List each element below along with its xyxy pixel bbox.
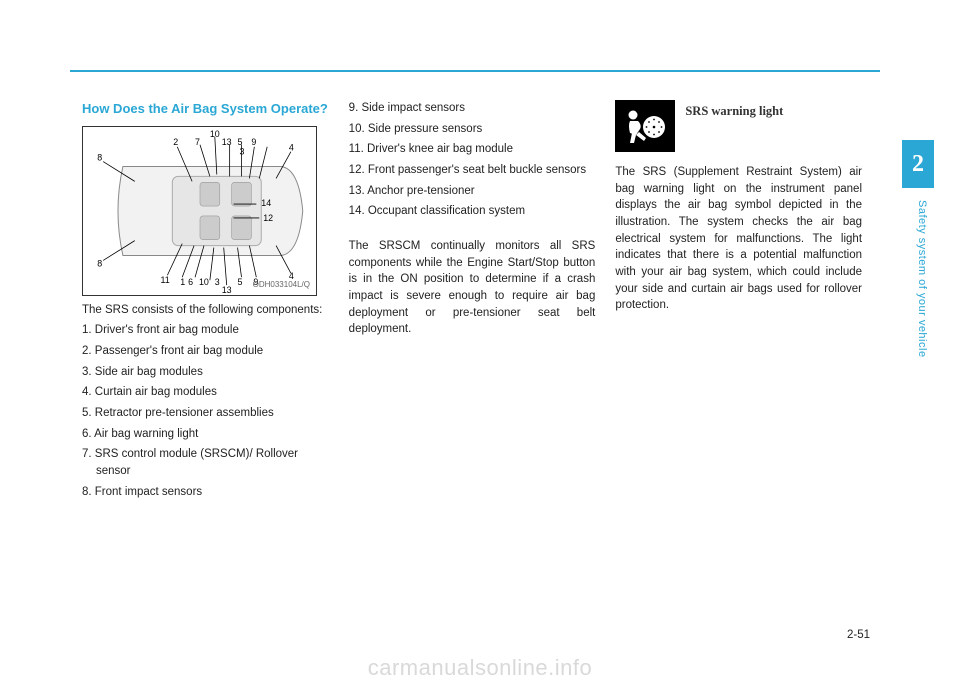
svg-text:3: 3 bbox=[215, 277, 220, 287]
list-item: 13. Anchor pre-tensioner bbox=[349, 183, 596, 200]
svg-text:8: 8 bbox=[97, 152, 102, 162]
list-item: 5. Retractor pre-tensioner assemblies bbox=[82, 405, 329, 422]
svg-text:13: 13 bbox=[222, 136, 232, 146]
svg-text:10: 10 bbox=[199, 277, 209, 287]
list-item: 12. Front passenger's seat belt buckle s… bbox=[349, 162, 596, 179]
list-item: 10. Side pressure sensors bbox=[349, 121, 596, 138]
content-area: How Does the Air Bag System Operate? bbox=[82, 100, 862, 504]
list-item: 8. Front impact sensors bbox=[82, 484, 329, 501]
page-number: 2-51 bbox=[847, 629, 870, 641]
srscm-paragraph: The SRSCM continually monitors all SRS c… bbox=[349, 238, 596, 338]
srs-warning-block: SRS warning light bbox=[615, 100, 862, 152]
chapter-title-vertical: Safety system of your vehicle bbox=[910, 200, 928, 358]
list-item: 2. Passenger's front air bag module bbox=[82, 343, 329, 360]
svg-text:11: 11 bbox=[160, 275, 169, 285]
svg-text:1: 1 bbox=[180, 277, 185, 287]
column-1: How Does the Air Bag System Operate? bbox=[82, 100, 329, 504]
list-item: 11. Driver's knee air bag module bbox=[349, 141, 596, 158]
svg-text:5: 5 bbox=[238, 136, 243, 146]
column-3: SRS warning light The SRS (Supplement Re… bbox=[615, 100, 862, 504]
watermark: carmanualsonline.info bbox=[0, 655, 960, 681]
airbag-warning-icon bbox=[615, 100, 675, 152]
svg-text:5: 5 bbox=[238, 277, 243, 287]
svg-text:13: 13 bbox=[222, 285, 232, 295]
list-item: 6. Air bag warning light bbox=[82, 426, 329, 443]
list-item: 1. Driver's front air bag module bbox=[82, 322, 329, 339]
svg-text:2: 2 bbox=[173, 136, 178, 146]
svg-text:3: 3 bbox=[240, 146, 245, 156]
section-heading: How Does the Air Bag System Operate? bbox=[82, 100, 329, 118]
list-item: 7. SRS control module (SRSCM)/ Rollover … bbox=[82, 446, 329, 479]
airbag-diagram: 8 8 2 7 10 13 5 3 9 4 14 12 11 1 6 10 bbox=[82, 126, 317, 296]
svg-text:9: 9 bbox=[251, 136, 256, 146]
svg-text:6: 6 bbox=[188, 277, 193, 287]
list-item: 4. Curtain air bag modules bbox=[82, 384, 329, 401]
svg-text:7: 7 bbox=[195, 136, 200, 146]
list-item: 14. Occupant classification system bbox=[349, 203, 596, 220]
svg-text:12: 12 bbox=[263, 212, 273, 222]
intro-text: The SRS consists of the following compon… bbox=[82, 302, 329, 319]
column-2: 9. Side impact sensors 10. Side pressure… bbox=[349, 100, 596, 504]
chapter-tab: 2 bbox=[902, 140, 934, 188]
list-item: 3. Side air bag modules bbox=[82, 364, 329, 381]
srs-paragraph: The SRS (Supplement Restraint System) ai… bbox=[615, 164, 862, 314]
diagram-code: ODH033104L/Q bbox=[253, 279, 310, 291]
svg-text:14: 14 bbox=[261, 198, 271, 208]
svg-text:8: 8 bbox=[97, 258, 102, 268]
svg-text:10: 10 bbox=[210, 128, 220, 138]
list-item: 9. Side impact sensors bbox=[349, 100, 596, 117]
srs-warning-title: SRS warning light bbox=[685, 100, 783, 120]
svg-text:4: 4 bbox=[289, 142, 294, 152]
top-rule bbox=[70, 70, 880, 72]
